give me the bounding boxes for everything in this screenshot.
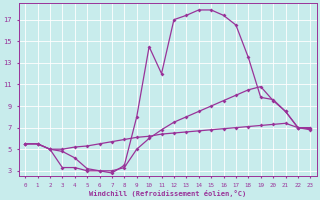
X-axis label: Windchill (Refroidissement éolien,°C): Windchill (Refroidissement éolien,°C)	[89, 190, 246, 197]
